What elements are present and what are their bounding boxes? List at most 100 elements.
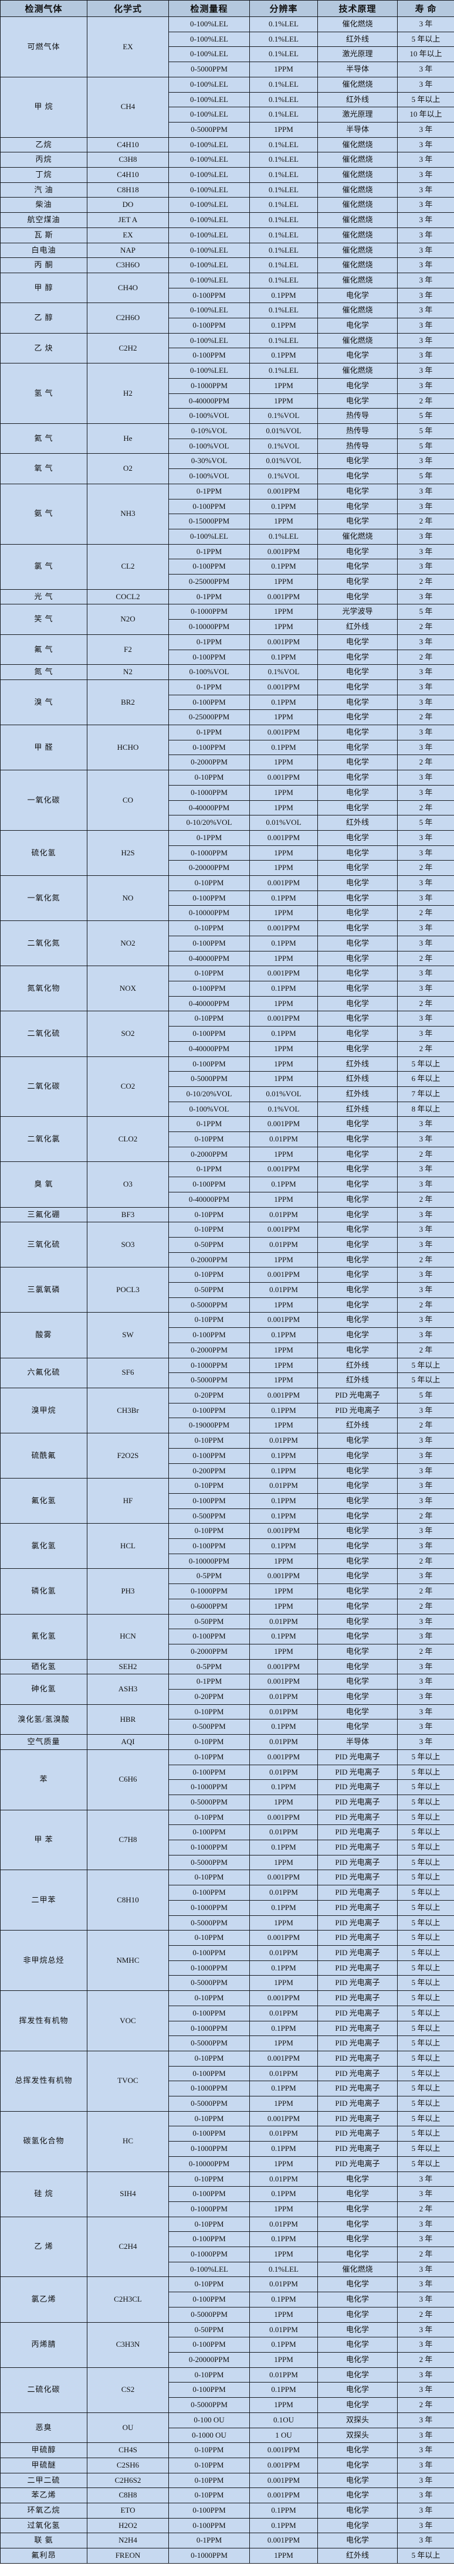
range-cell: 0-1PPM — [168, 2533, 250, 2549]
principle-cell: 电化学 — [317, 890, 398, 906]
resolution-cell: 0.1OU — [249, 2412, 318, 2428]
formula-cell: SO3 — [87, 1222, 169, 1268]
formula-cell: NAP — [87, 242, 169, 259]
principle-cell: 电化学 — [317, 348, 398, 364]
range-cell: 0-1000 OU — [168, 2427, 250, 2444]
lifespan-cell: 2 年 — [397, 2397, 454, 2413]
table-row: 氯乙烯 C2H3CL 0-10PPM 0.01PPM 电化学 3 年 — [0, 2276, 454, 2323]
range-cell: 0-100%VOL — [168, 408, 250, 424]
range-cell: 0-40000PPM — [168, 393, 250, 409]
formula-cell: COCL2 — [87, 589, 169, 605]
principle-cell: 电化学 — [317, 2382, 398, 2398]
table-row: 0-5000PPM 1PPM PID 光电离子 5 年以上 — [1, 1975, 454, 1992]
range-cell: 0-500PPM — [168, 1508, 250, 1524]
range-cell: 0-100%LEL — [168, 31, 250, 47]
principle-cell: 电化学 — [317, 1583, 398, 1599]
resolution-cell: 0.1PPM — [249, 2081, 318, 2097]
formula-cell: SW — [87, 1312, 169, 1358]
resolution-cell: 1PPM — [249, 1854, 318, 1871]
principle-cell: PID 光电离子 — [317, 2050, 398, 2067]
table-row: 0-25000PPM 1PPM 电化学 2 年 — [1, 709, 454, 726]
principle-cell: 电化学 — [317, 1493, 398, 1509]
table-row: 溴化氢/氢溴酸 HBR 0-10PPM 0.01PPM 电化学 3 年 — [0, 1704, 454, 1735]
range-cell: 0-50PPM — [168, 1236, 250, 1253]
resolution-cell: 0.1PPM — [249, 1719, 318, 1735]
resolution-cell: 0.01PPM — [249, 2322, 318, 2338]
range-cell: 0-6000PPM — [168, 1598, 250, 1615]
formula-cell: CO2 — [87, 1056, 169, 1117]
range-cell: 0-100%LEL — [168, 152, 250, 168]
lifespan-cell: 5 年以上 — [397, 2020, 454, 2037]
range-cell: 0-100%LEL — [168, 212, 250, 228]
formula-cell: NMHC — [87, 1930, 169, 1992]
principle-cell: 电化学 — [317, 1116, 398, 1133]
principle-cell: 电化学 — [317, 739, 398, 756]
gas-name-cell: 臭 氧 — [0, 1161, 87, 1208]
range-cell: 0-100PPM — [168, 981, 250, 997]
resolution-cell: 1PPM — [249, 121, 318, 138]
resolution-cell: 1PPM — [249, 514, 318, 529]
resolution-cell: 1PPM — [249, 755, 318, 771]
lifespan-cell: 10 年以上 — [397, 107, 454, 123]
range-cell: 0-1000PPM — [168, 1960, 250, 1976]
principle-cell: 光学波导 — [317, 604, 398, 620]
principle-cell: 电化学 — [317, 1508, 398, 1524]
resolution-cell: 1PPM — [249, 1794, 318, 1810]
principle-cell: 电化学 — [317, 543, 398, 560]
lifespan-cell: 2 年 — [397, 2247, 454, 2262]
resolution-cell: 1PPM — [249, 2247, 318, 2262]
lifespan-cell: 3 年 — [397, 830, 454, 846]
lifespan-cell: 7 年以上 — [397, 1086, 454, 1102]
principle-cell: 电化学 — [317, 378, 398, 394]
lifespan-cell: 3 年 — [397, 2457, 454, 2473]
range-cell: 0-100PPM — [168, 694, 250, 711]
table-row: 0-2000PPM 1PPM 电化学 2 年 — [1, 1146, 454, 1163]
table-row: 总挥发性有机物 TVOC 0-10PPM 0.001PPM PID 光电离子 5 年以上 — [0, 2050, 454, 2112]
formula-cell: HBR — [87, 1704, 169, 1735]
principle-cell: 电化学 — [317, 1674, 398, 1690]
principle-cell: PID 光电离子 — [317, 2126, 398, 2142]
range-cell: 0-1PPM — [168, 543, 250, 560]
resolution-cell: 0.1PPM — [249, 2517, 318, 2534]
resolution-cell: 1PPM — [249, 2156, 318, 2172]
lifespan-cell: 2 年 — [397, 514, 454, 529]
formula-cell: JET A — [87, 212, 169, 228]
gas-name-cell: 二氧化硫 — [0, 1011, 87, 1057]
gas-name-cell: 砷化氢 — [0, 1674, 87, 1705]
range-cell: 0-25000PPM — [168, 574, 250, 590]
principle-cell: 电化学 — [317, 2276, 398, 2293]
resolution-cell: 0.01PPM — [249, 2126, 318, 2142]
resolution-cell: 0.1%LEL — [249, 363, 318, 379]
lifespan-cell: 3 年 — [397, 1704, 454, 1720]
lifespan-cell: 3 年 — [397, 137, 454, 153]
lifespan-cell: 3 年 — [397, 1674, 454, 1690]
range-cell: 0-1000PPM — [168, 1357, 250, 1374]
header-resolution: 分辨率 — [249, 0, 318, 17]
lifespan-cell: 3 年 — [397, 318, 454, 334]
header-principle: 技术原理 — [317, 0, 398, 17]
resolution-cell: 0.1%LEL — [249, 182, 318, 198]
gas-name-cell: 三氟化硼 — [0, 1207, 87, 1223]
principle-cell: 热传导 — [317, 438, 398, 454]
table-row: 非甲烷总烃 NMHC 0-10PPM 0.001PPM PID 光电离子 5 年以上 — [0, 1930, 454, 1992]
table-row: 0-5000PPM 1PPM PID 光电离子 5 年以上 — [1, 1794, 454, 1810]
resolution-cell: 1PPM — [249, 1975, 318, 1992]
principle-cell: 电化学 — [317, 1282, 398, 1298]
gas-name-cell: 笑 气 — [0, 604, 87, 635]
lifespan-cell: 3 年 — [397, 875, 454, 891]
resolution-cell: 0.01%VOL — [249, 423, 318, 439]
principle-cell: 电化学 — [317, 920, 398, 936]
resolution-cell: 0.001PPM — [249, 1674, 318, 1690]
formula-cell: VOC — [87, 1990, 169, 2051]
principle-cell: PID 光电离子 — [317, 2156, 398, 2172]
principle-cell: 电化学 — [317, 2397, 398, 2413]
range-cell: 0-10%VOL — [168, 423, 250, 439]
resolution-cell: 0.01PPM — [249, 1613, 318, 1630]
range-cell: 0-5000PPM — [168, 1071, 250, 1087]
range-cell: 0-10000PPM — [168, 905, 250, 922]
principle-cell: 催化燃烧 — [317, 242, 398, 259]
principle-cell: 电化学 — [317, 1719, 398, 1735]
formula-cell: C2H4 — [87, 2216, 169, 2278]
range-cell: 0-10PPM — [168, 2276, 250, 2293]
lifespan-cell: 2 年 — [397, 1146, 454, 1163]
